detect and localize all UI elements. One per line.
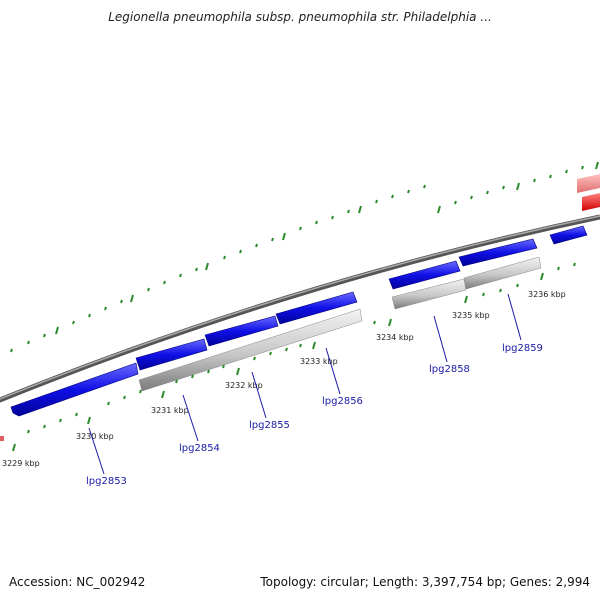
upstream-feature-red[interactable] — [582, 193, 600, 211]
outer-tick-track — [10, 161, 599, 353]
gene-lpg2855-arrow[interactable] — [204, 315, 279, 347]
partial-feature-left[interactable] — [0, 436, 4, 441]
scale-label-3230: 3230 kbp — [76, 432, 114, 441]
scale-tick-track — [12, 262, 576, 452]
gene-next-arrow[interactable] — [549, 225, 588, 245]
forward-gene-track — [10, 225, 588, 417]
genome-title: Legionella pneumophila subsp. pneumophil… — [108, 10, 492, 24]
gene-label-lpg2859[interactable]: lpg2859 — [502, 343, 543, 354]
gene-lpg2859-arrow[interactable] — [458, 238, 538, 267]
gene-label-lpg2854[interactable]: lpg2854 — [179, 443, 220, 454]
gene-label-lpg2856[interactable]: lpg2856 — [322, 396, 363, 407]
gene-lpg2858-arrow[interactable] — [388, 260, 461, 290]
scale-label-3233: 3233 kbp — [300, 357, 338, 366]
gene-label-lpg2855[interactable]: lpg2855 — [249, 420, 290, 431]
gene-label-lpg2853[interactable]: lpg2853 — [86, 476, 127, 487]
gene-lpg2854-arrow[interactable] — [135, 338, 208, 371]
reverse-gene-1[interactable] — [138, 308, 363, 392]
upstream-feature-pink[interactable] — [577, 174, 600, 193]
reverse-gene-track — [138, 256, 542, 392]
accession-text: Accession: NC_002942 — [9, 575, 146, 589]
reverse-gene-3[interactable] — [463, 256, 542, 290]
scale-label-3234: 3234 kbp — [376, 333, 414, 342]
scale-label-3229: 3229 kbp — [2, 459, 40, 468]
scale-label-3232: 3232 kbp — [225, 381, 263, 390]
genome-stats-text: Topology: circular; Length: 3,397,754 bp… — [260, 575, 590, 589]
gene-label-lpg2858[interactable]: lpg2858 — [429, 364, 470, 375]
scale-label-3231: 3231 kbp — [151, 406, 189, 415]
gene-lpg2856-arrow[interactable] — [275, 291, 358, 325]
gene-lpg2853-arrow[interactable] — [10, 362, 139, 417]
scale-label-3235: 3235 kbp — [452, 311, 490, 320]
scale-label-3236: 3236 kbp — [528, 290, 566, 299]
genome-backbone — [0, 214, 600, 403]
gene-leader-lines — [88, 293, 522, 475]
reverse-gene-2[interactable] — [391, 278, 467, 310]
